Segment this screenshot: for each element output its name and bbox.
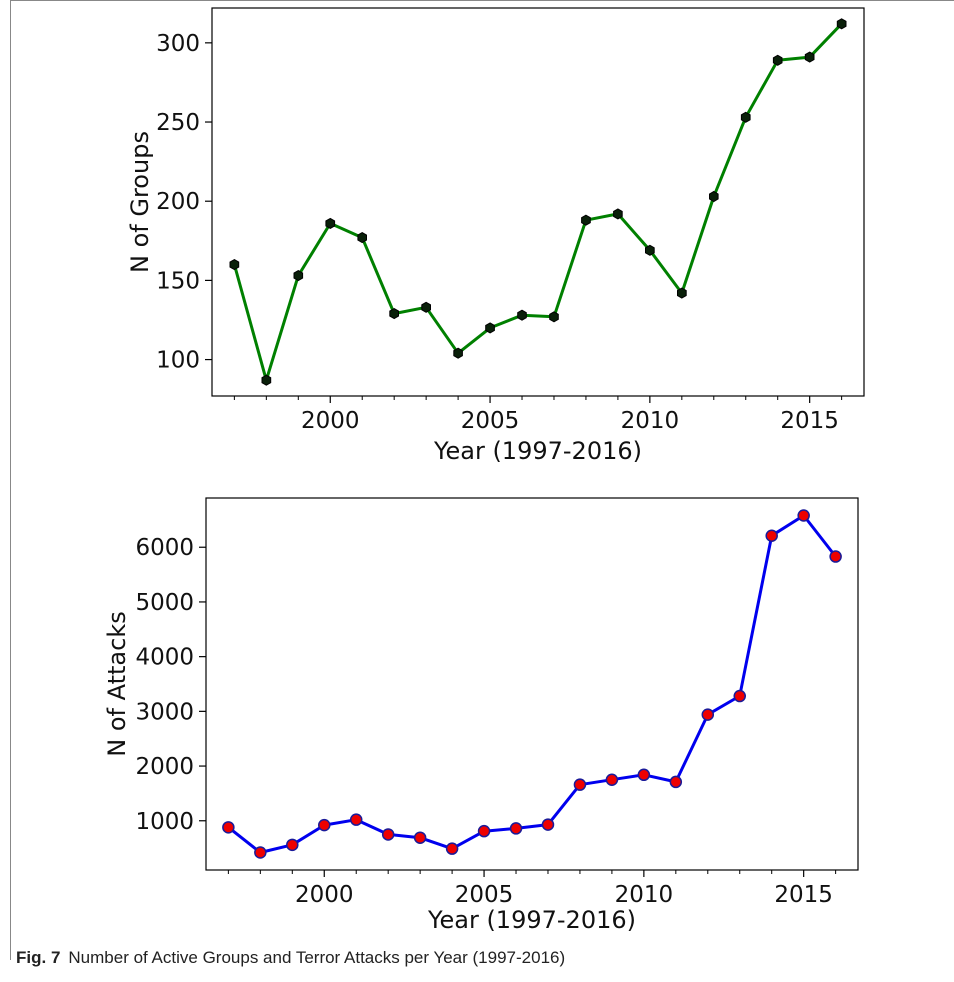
y-tick-label: 100 (156, 348, 200, 374)
y-tick-label: 200 (156, 189, 200, 215)
data-point (613, 208, 623, 220)
data-point (349, 813, 363, 826)
data-point (765, 529, 778, 542)
data-point (318, 818, 331, 832)
data-point (573, 778, 587, 791)
caption-label: Fig. 7 (16, 948, 61, 967)
data-point (254, 846, 267, 859)
data-point (421, 301, 431, 313)
figure-caption: Fig. 7 Number of Active Groups and Terror… (16, 948, 565, 968)
data-point (381, 828, 395, 841)
x-tick-label: 2005 (455, 882, 514, 908)
groups-chart: 2000 2005 2010 2015 100 150 200 250 300 Year (199… (126, 7, 865, 465)
data-point (357, 232, 367, 244)
x-axis-label: Year (1997-2016) (427, 906, 636, 934)
series-line (232, 22, 843, 382)
data-point (509, 822, 523, 835)
y-tick-label: 3000 (135, 699, 194, 725)
caption-text: Number of Active Groups and Terror Attac… (68, 948, 566, 967)
attacks-chart: 2000 2005 2010 2015 1000 2000 3000 4000 5000 6000… (103, 497, 859, 934)
data-point (701, 708, 715, 721)
x-tick-label: 2000 (295, 882, 354, 908)
data-point (541, 818, 555, 831)
data-point (645, 244, 655, 256)
x-axis-label: Year (1997-2016) (433, 437, 642, 465)
y-tick-label: 6000 (135, 535, 194, 561)
x-tick-label: 2010 (615, 882, 674, 908)
y-tick-label: 4000 (135, 645, 194, 671)
x-tick-label: 2015 (780, 408, 839, 434)
data-point (229, 259, 240, 271)
data-point (485, 322, 495, 334)
data-point (804, 51, 815, 63)
data-point (605, 773, 619, 786)
frame-left-border (10, 0, 11, 960)
data-point (517, 309, 527, 321)
plot-frame (211, 7, 865, 397)
x-tick-label: 2010 (621, 408, 680, 434)
data-point (772, 54, 783, 66)
y-axis-label: N of Attacks (103, 611, 131, 756)
y-tick-label: 5000 (135, 590, 194, 616)
data-point (733, 689, 746, 703)
data-point (829, 550, 842, 563)
y-tick-label: 1000 (135, 809, 194, 835)
data-point (836, 18, 847, 30)
y-tick-label: 300 (156, 31, 200, 57)
data-point (709, 190, 719, 203)
y-tick-label: 250 (156, 110, 200, 136)
x-tick-label: 2015 (774, 882, 833, 908)
data-point (453, 347, 463, 359)
data-point (222, 821, 235, 834)
data-point (261, 374, 272, 386)
data-point (549, 311, 559, 323)
y-tick-label: 2000 (135, 754, 194, 780)
data-point (325, 217, 336, 229)
data-point (286, 838, 299, 852)
data-point (669, 775, 683, 789)
data-point (637, 768, 651, 782)
y-axis-label: N of Groups (126, 131, 154, 273)
data-point (293, 270, 304, 282)
y-tick-label: 150 (156, 268, 200, 294)
frame-top-border (10, 0, 954, 1)
data-point (581, 214, 591, 226)
x-tick-label: 2000 (301, 408, 360, 434)
data-point (413, 831, 427, 844)
data-point (797, 509, 810, 522)
data-point (740, 111, 751, 123)
data-point (445, 842, 459, 855)
plot-frame (205, 497, 859, 871)
x-tick-label: 2005 (461, 408, 520, 434)
data-point (477, 824, 491, 838)
data-point (389, 308, 399, 320)
series-line (227, 514, 837, 854)
data-point (677, 287, 687, 299)
